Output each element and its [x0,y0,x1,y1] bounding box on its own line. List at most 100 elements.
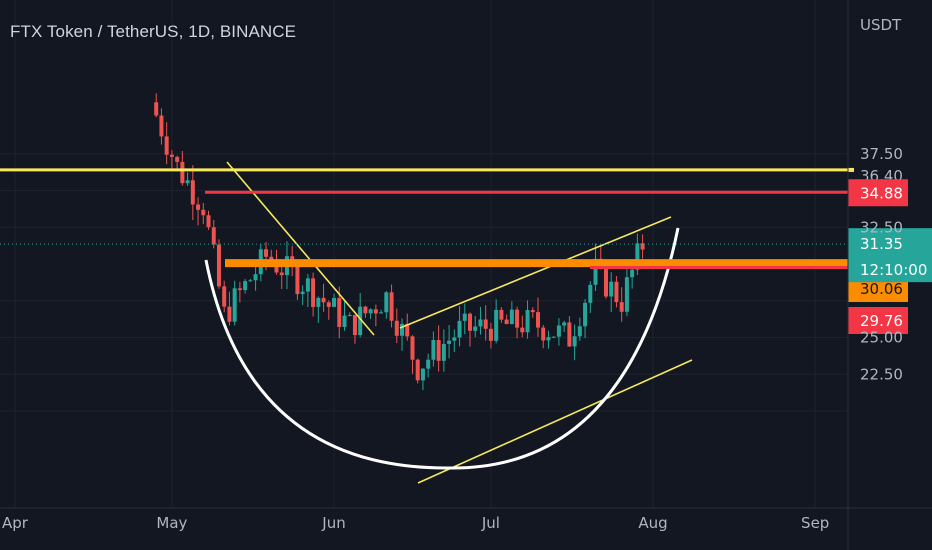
y-tick-label: 37.50 [860,145,903,163]
y-tick-label: 32.50 [860,218,903,236]
level-marker [848,167,854,172]
candle-body [593,258,598,285]
candle-body [415,359,420,381]
candle-body [295,267,300,295]
candle-body [180,161,185,184]
level-price-tag [848,307,908,334]
x-tick-label: Apr [2,514,29,532]
candle-body [190,180,195,205]
candle-body [264,249,269,257]
candle-body [274,261,279,273]
candle-body [541,327,546,341]
candle-body [253,274,258,281]
candle-body [400,323,405,336]
candle-body [368,309,373,314]
candle-body [363,306,368,314]
candle-body [211,227,216,245]
candle-body [185,180,190,184]
candle-body [572,336,577,347]
candle-body [159,115,164,137]
candle-body [352,315,357,336]
candle-body [546,337,551,341]
candle-body [447,340,452,344]
candle-body [196,204,201,210]
candle-body [462,313,467,321]
candle-body [316,297,321,307]
candle-body [237,288,242,291]
candle-body [169,154,174,157]
candle-body [494,309,499,341]
candle-body [164,136,169,155]
candle-body [321,297,326,303]
candle-body [577,326,582,337]
candle-body [457,320,462,338]
last-price-label: 31.35 [860,235,903,253]
bar-countdown: 12:10:00 [860,261,927,279]
candle-body [499,309,504,320]
candle-body [478,319,483,327]
candle-body [614,281,619,303]
level-price-label: 34.88 [860,184,903,202]
candle-body [347,315,352,317]
drawings [204,161,693,484]
candle-body [175,156,180,162]
x-tick-label: Jun [321,514,345,532]
candle-body [232,288,237,322]
candle-body [436,339,441,361]
candle-body [488,328,493,341]
y-tick-label: 25.00 [860,329,903,347]
candle-body [201,209,206,216]
x-tick-label: May [156,514,187,532]
candle-body [332,298,337,307]
candle-body [520,327,525,333]
candle-body [483,319,488,329]
candle-body [248,280,253,282]
candle-body [588,284,593,303]
last-price-tag [848,228,932,283]
candle-body [358,306,363,336]
candle-body [556,325,561,337]
candle-body [468,313,473,331]
level-price-tag [848,179,908,207]
level-price-label: 30.06 [860,280,903,298]
candle-body [405,323,410,337]
cup-curve [204,227,680,470]
level-price-label: 29.76 [860,312,903,330]
candle-body [379,312,384,314]
candle-body [509,309,514,325]
candle-body [216,244,221,287]
candle-body [373,309,378,314]
candle-body [222,286,227,307]
candle-body [525,310,530,333]
x-tick-label: Aug [638,514,667,532]
candle-body [640,243,645,250]
candle-body [384,292,389,313]
candle-body [635,243,640,270]
candle-body [410,336,415,360]
candle-body [452,337,457,341]
candle-body [609,281,614,297]
candle-body [551,336,556,338]
candle-body [300,291,305,295]
candle-body [311,278,316,307]
candle-body [154,102,159,116]
candle-body [426,359,431,369]
candle-body [624,277,629,312]
candle-body [630,269,635,278]
candle-body [389,292,394,321]
candle-body [337,298,342,327]
candle-body [504,319,509,325]
candle-body [441,343,446,361]
candle-body [342,315,347,327]
candle-body [583,302,588,327]
candle-body [473,326,478,331]
chart-title: FTX Token / TetherUS, 1D, BINANCE [10,22,297,41]
x-tick-label: Sep [801,514,829,532]
candle-body [420,368,425,381]
x-tick-label: Jul [481,514,500,532]
candle-body [227,306,232,322]
candle-body [536,312,540,328]
y-tick-label: 22.50 [860,365,903,383]
trendline-channel-lower [417,359,693,484]
